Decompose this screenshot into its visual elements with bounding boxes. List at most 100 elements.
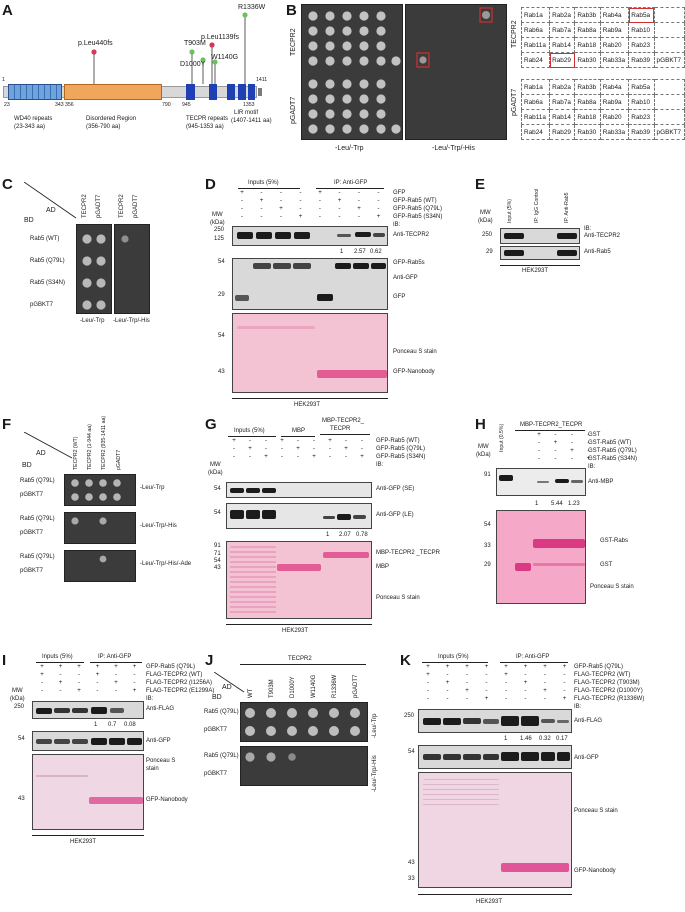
condition-sign: + <box>465 687 469 694</box>
plate-leu-trp-his <box>405 4 507 140</box>
condition-sign: + <box>523 663 528 670</box>
table-cell: Rab18 <box>574 37 601 53</box>
condition-sign: + <box>445 663 450 670</box>
condition-sign: - <box>543 695 547 702</box>
condition-sign: + <box>312 453 316 460</box>
table-cell: Rab9a <box>599 22 630 38</box>
condition-sign: - <box>133 671 136 678</box>
condition-sign: + <box>543 687 547 694</box>
condition-sign: - <box>260 205 263 212</box>
row-label: pGBKT7 <box>20 492 44 498</box>
band-label: GFP-Nanobody <box>574 868 616 874</box>
condition-sign: + <box>344 445 348 452</box>
position-label: 23 <box>4 102 10 108</box>
column-label: R1336W <box>332 674 338 698</box>
mw-marker: 54 <box>214 510 221 516</box>
condition-sign: - <box>260 213 263 220</box>
quant-value: 1.46 <box>520 736 532 742</box>
band-label: MBP <box>376 564 390 570</box>
condition-row-label: FLAG-TECPR2 (WT) <box>574 672 631 678</box>
condition-sign: - <box>563 679 566 686</box>
mbp-tecpr-header: TECPR <box>330 426 351 432</box>
condition-sign: - <box>537 455 541 462</box>
ad-label: AD <box>222 684 232 691</box>
condition-sign: + <box>248 445 252 452</box>
panel-label-a: A <box>2 2 13 19</box>
condition-sign: - <box>426 687 430 694</box>
condition-sign: + <box>360 453 364 460</box>
row-label: TECPR2 <box>290 28 297 56</box>
mw-marker: 29 <box>486 249 493 255</box>
quant-value: 1 <box>94 722 98 728</box>
condition-sign: + <box>264 453 268 460</box>
mutation-label: p.Leu440fs <box>78 40 113 47</box>
table-cell: Rab14 <box>549 37 576 53</box>
condition-sign: + <box>40 663 44 670</box>
wd40-range: (23-343 aa) <box>14 124 46 130</box>
condition-sign: + <box>40 671 44 678</box>
row-label: TECPR2 <box>511 20 518 48</box>
condition-sign: - <box>587 439 590 446</box>
condition-sign: - <box>563 671 566 678</box>
panel-label-g: G <box>205 416 217 433</box>
mw-marker: 91 <box>214 543 221 549</box>
condition-sign: + <box>77 687 81 694</box>
condition-sign: - <box>446 687 449 694</box>
column-label: pGADT7 <box>96 194 102 218</box>
condition-label: -Leu/-Trp <box>140 485 165 491</box>
panel-label-k: K <box>400 652 411 669</box>
header-label: TECPR2 <box>288 656 312 662</box>
ponceau-stain <box>32 754 144 830</box>
condition-sign: + <box>298 213 303 220</box>
condition-sign: - <box>318 213 322 220</box>
table-cell: Rab11a <box>520 109 551 125</box>
condition-sign: + <box>537 431 541 438</box>
wd40-label: WD40 repeats <box>14 116 53 122</box>
row-label: pGBKT7 <box>20 568 44 574</box>
condition-sign: - <box>446 671 449 678</box>
condition-sign: - <box>59 687 62 694</box>
table-cell <box>653 79 685 95</box>
condition-sign: - <box>280 445 284 452</box>
condition-sign: - <box>524 671 527 678</box>
mw-marker: 43 <box>18 796 25 802</box>
mw-marker: 54 <box>214 558 221 564</box>
condition-sign: - <box>296 437 300 444</box>
condition-sign: - <box>40 679 44 686</box>
table-cell: Rab14 <box>549 109 576 125</box>
condition-row-label: FLAG-TECPR2 (I1256A) <box>146 680 213 686</box>
condition-sign: - <box>264 445 268 452</box>
condition-sign: + <box>484 695 489 702</box>
band-label: GFP-Rab5s <box>393 260 425 266</box>
condition-row-label: GFP-Rab5 (S34N) <box>376 454 426 460</box>
position-label: 790 <box>162 102 171 108</box>
condition-sign: - <box>299 197 302 204</box>
quant-value: 0.17 <box>556 736 568 742</box>
condition-sign: - <box>318 197 322 204</box>
row-label: Rab5 (Q79L) <box>204 753 239 759</box>
plate-leu-trp <box>301 4 403 140</box>
condition-sign: - <box>554 455 557 462</box>
condition-sign: - <box>377 189 380 196</box>
condition-sign: - <box>537 439 541 446</box>
antibody-label: Anti-TECPR2 <box>584 233 621 239</box>
condition-sign: - <box>504 679 508 686</box>
condition-sign: + <box>543 663 547 670</box>
condition-sign: - <box>377 197 380 204</box>
row-label: Rab5 (S34N) <box>30 280 66 286</box>
column-label: pGADT7 <box>133 194 139 218</box>
ponceau-label: Ponceau S stain <box>376 595 420 601</box>
condition-sign: + <box>586 455 591 462</box>
table-cell: pGBKT7 <box>653 52 685 68</box>
column-label: TECPR2 (WT) <box>73 436 79 470</box>
band-label: GFP <box>393 294 406 300</box>
table-cell: Rab7a <box>549 22 576 38</box>
rab-layout-table-top: Rab1a Rab2a Rab3b Rab4a Rab5a Rab6a Rab7a Rab8… <box>520 7 685 68</box>
panel-label-c: C <box>2 176 13 193</box>
disordered-label: Disordered Region <box>86 116 137 122</box>
mw-marker: 54 <box>218 333 225 339</box>
condition-sign: + <box>259 197 264 204</box>
mw-marker: 54 <box>408 749 415 755</box>
table-cell: Rab10 <box>628 94 655 110</box>
band-label: MBP-TECPR2 _TECPR <box>376 550 441 556</box>
